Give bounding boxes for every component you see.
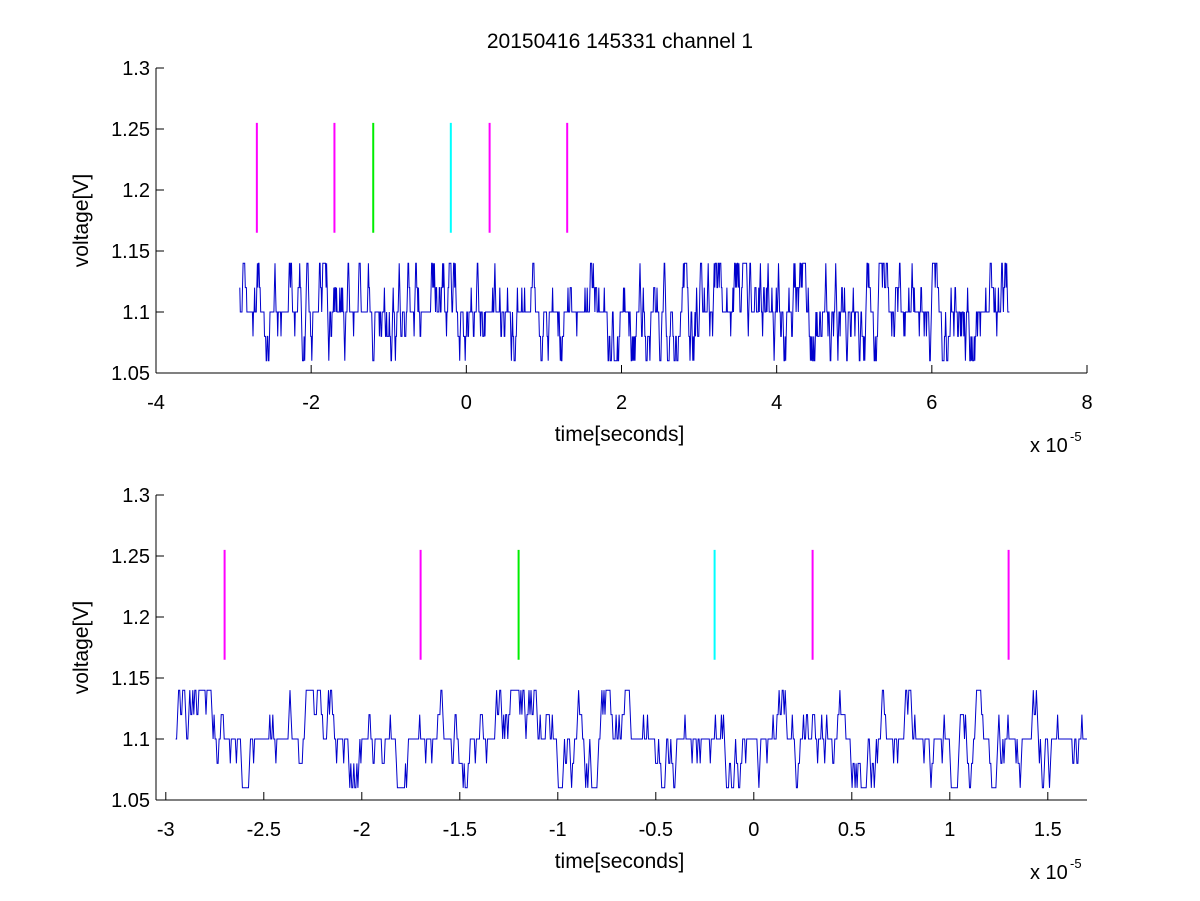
y-tick-label: 1.25 <box>111 546 150 568</box>
y-tick-label: 1.3 <box>122 58 150 80</box>
y-tick-label: 1.1 <box>122 302 150 324</box>
x-axis-label: time[seconds] <box>555 850 685 873</box>
x-tick-label: -0.5 <box>639 819 673 841</box>
x-tick-label: 0 <box>748 819 759 841</box>
x-axis-multiplier-exponent: -5 <box>1070 429 1082 444</box>
x-tick-label: -4 <box>147 392 165 414</box>
x-tick-label: -3 <box>157 819 175 841</box>
y-tick-label: 1.3 <box>122 485 150 507</box>
x-tick-label: -2 <box>302 392 320 414</box>
figure-title: 20150416 145331 channel 1 <box>487 30 753 53</box>
x-tick-label: -1 <box>549 819 567 841</box>
x-tick-label: -1.5 <box>443 819 477 841</box>
x-tick-label: 6 <box>926 392 937 414</box>
y-tick-label: 1.05 <box>111 363 150 385</box>
y-tick-label: 1.1 <box>122 729 150 751</box>
y-tick-label: 1.15 <box>111 668 150 690</box>
y-tick-label: 1.25 <box>111 119 150 141</box>
x-axis-multiplier-exponent: -5 <box>1070 856 1082 871</box>
x-tick-label: 0 <box>461 392 472 414</box>
x-tick-label: -2 <box>353 819 371 841</box>
x-tick-label: -2.5 <box>247 819 281 841</box>
x-axis-label: time[seconds] <box>555 423 685 446</box>
y-tick-label: 1.2 <box>122 180 150 202</box>
y-axis-label: voltage[V] <box>70 174 93 267</box>
x-tick-label: 8 <box>1081 392 1092 414</box>
y-tick-label: 1.2 <box>122 607 150 629</box>
y-tick-label: 1.15 <box>111 241 150 263</box>
x-axis-multiplier: x 10 <box>1030 435 1068 457</box>
voltage-trace-line <box>239 262 1010 362</box>
x-tick-label: 4 <box>771 392 782 414</box>
y-tick-label: 1.05 <box>111 790 150 812</box>
x-tick-label: 0.5 <box>838 819 866 841</box>
top-plot: -4 -2 0 2 4 6 8 1.05 1.1 1.15 1.2 1.25 1.3 time[secon… <box>70 58 1093 457</box>
bottom-plot: -3 -2.5 -2 -1.5 -1 -0.5 0 0.5 1 1.5 1.05 1.1 1.15 1.2… <box>70 485 1087 884</box>
x-tick-label: 1.5 <box>1034 819 1062 841</box>
x-axis-multiplier: x 10 <box>1030 862 1068 884</box>
voltage-trace-line <box>175 689 1087 789</box>
y-axis-label: voltage[V] <box>70 601 93 694</box>
x-tick-label: 1 <box>944 819 955 841</box>
x-tick-label: 2 <box>616 392 627 414</box>
